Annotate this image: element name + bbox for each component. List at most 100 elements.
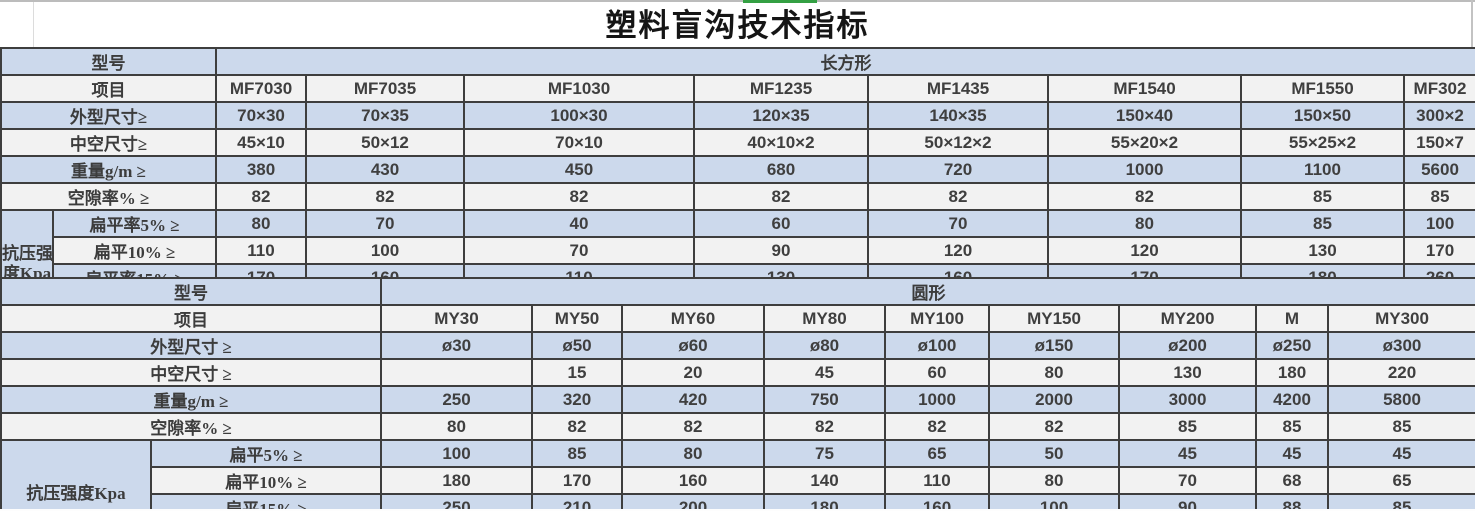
value-cell: 60 [693, 209, 869, 238]
table-row: 空隙率% ≥ 82 82 82 82 82 82 85 85 [0, 182, 1475, 211]
model-cell: MF1030 [463, 74, 695, 103]
table-row: 型号 圆形 [0, 277, 1475, 306]
value-cell: 68 [1255, 466, 1329, 495]
value-cell: 160 [884, 493, 990, 511]
table-row: 抗压强 度Kpa 扁平率5% ≥ 80 70 40 60 70 80 85 100 [0, 209, 1475, 319]
value-cell: ø30 [380, 331, 533, 360]
row-label-model: 型号 [0, 277, 382, 306]
table-row: 外型尺寸 ≥ ø30 ø50 ø60 ø80 ø100 ø150 ø200 ø250 ø300 [0, 331, 1475, 360]
value-cell: 85 [1118, 412, 1257, 441]
value-cell: ø300 [1327, 331, 1475, 360]
value-cell: ø80 [763, 331, 886, 360]
value-cell: 70 [867, 209, 1049, 238]
value-cell: 180 [763, 493, 886, 511]
value-cell: 120 [1047, 236, 1242, 265]
value-cell: 45 [1327, 439, 1475, 468]
value-cell: 40×10×2 [693, 128, 869, 157]
value-cell: 85 [1240, 182, 1405, 211]
value-cell: ø50 [531, 331, 623, 360]
value-cell: 1000 [1047, 155, 1242, 184]
value-cell: 90 [693, 236, 869, 265]
value-cell: 82 [693, 182, 869, 211]
model-cell: MF1540 [1047, 74, 1242, 103]
value-cell: 82 [463, 182, 695, 211]
value-cell: 85 [1240, 209, 1405, 238]
value-cell: 70 [1118, 466, 1257, 495]
row-label: 外型尺寸≥ [0, 101, 217, 130]
row-label: 扁平10% ≥ [52, 236, 217, 265]
value-cell: 82 [884, 412, 990, 441]
value-cell: 120 [867, 236, 1049, 265]
spec-table-round: 型号 圆形 项目 MY30 MY50 MY60 MY80 MY100 MY150 MY200… [0, 277, 1475, 511]
value-cell: 82 [215, 182, 307, 211]
model-cell: MF7030 [215, 74, 307, 103]
value-cell: 80 [988, 466, 1120, 495]
shape-header-round: 圆形 [380, 277, 1475, 306]
value-cell: 300×2 [1403, 101, 1475, 130]
value-cell: 70×10 [463, 128, 695, 157]
value-cell: 200 [621, 493, 765, 511]
value-cell: 80 [621, 439, 765, 468]
row-label-item: 项目 [0, 74, 217, 103]
row-label-item: 项目 [0, 304, 382, 333]
model-cell: MY150 [988, 304, 1120, 333]
value-cell: 82 [988, 412, 1120, 441]
value-cell: 82 [531, 412, 623, 441]
value-cell: 80 [380, 412, 533, 441]
value-cell: 100 [380, 439, 533, 468]
value-cell: 50×12 [305, 128, 465, 157]
value-cell: 250 [380, 493, 533, 511]
value-cell: 380 [215, 155, 307, 184]
row-label: 扁平率5% ≥ [52, 209, 217, 238]
value-cell: 140×35 [867, 101, 1049, 130]
value-cell: 45 [1255, 439, 1329, 468]
table-row: 项目 MY30 MY50 MY60 MY80 MY100 MY150 MY200 M MY300 [0, 304, 1475, 333]
value-cell: 720 [867, 155, 1049, 184]
value-cell: 45 [763, 358, 886, 387]
model-cell: MF1435 [867, 74, 1049, 103]
value-cell: 15 [531, 358, 623, 387]
value-cell: 60 [884, 358, 990, 387]
row-label: 重量g/m ≥ [0, 155, 217, 184]
value-cell: 680 [693, 155, 869, 184]
value-cell: 180 [1255, 358, 1329, 387]
window-edge-top [0, 0, 1475, 2]
model-cell: MY60 [621, 304, 765, 333]
value-cell: ø250 [1255, 331, 1329, 360]
value-cell: 130 [1240, 236, 1405, 265]
model-cell: MF302 [1403, 74, 1475, 103]
value-cell: 50 [988, 439, 1120, 468]
table-row: 抗压强度Kpa 扁平5% ≥ 100 85 80 75 65 50 45 45 45 [0, 439, 1475, 511]
value-cell: 90 [1118, 493, 1257, 511]
table-row: 扁平15% ≥ 250 210 200 180 160 100 90 88 85 [1, 493, 1475, 511]
value-cell: 250 [380, 385, 533, 414]
value-cell: 65 [884, 439, 990, 468]
value-cell: 3000 [1118, 385, 1257, 414]
value-cell: 210 [531, 493, 623, 511]
value-cell: 50×12×2 [867, 128, 1049, 157]
value-cell: 82 [867, 182, 1049, 211]
value-cell: 82 [305, 182, 465, 211]
value-cell: 130 [1118, 358, 1257, 387]
value-cell: 450 [463, 155, 695, 184]
value-cell: 170 [1403, 236, 1475, 265]
model-cell: MF7035 [305, 74, 465, 103]
model-cell: MY30 [380, 304, 533, 333]
value-cell: 70 [305, 209, 465, 238]
value-cell: 5600 [1403, 155, 1475, 184]
row-label: 空隙率% ≥ [0, 412, 382, 441]
value-cell: 82 [621, 412, 765, 441]
value-cell: 2000 [988, 385, 1120, 414]
value-cell: 150×7 [1403, 128, 1475, 157]
value-cell: 40 [463, 209, 695, 238]
row-label: 扁平5% ≥ [150, 439, 382, 468]
table-row: 扁平10% ≥ 110 100 70 90 120 120 130 170 [1, 236, 1475, 265]
value-cell: 88 [1255, 493, 1329, 511]
value-cell: 160 [621, 466, 765, 495]
value-cell: 85 [1403, 182, 1475, 211]
value-cell: 82 [763, 412, 886, 441]
value-cell: ø100 [884, 331, 990, 360]
value-cell: 100 [988, 493, 1120, 511]
table-row: 扁平10% ≥ 180 170 160 140 110 80 70 68 65 [1, 466, 1475, 495]
row-label: 空隙率% ≥ [0, 182, 217, 211]
